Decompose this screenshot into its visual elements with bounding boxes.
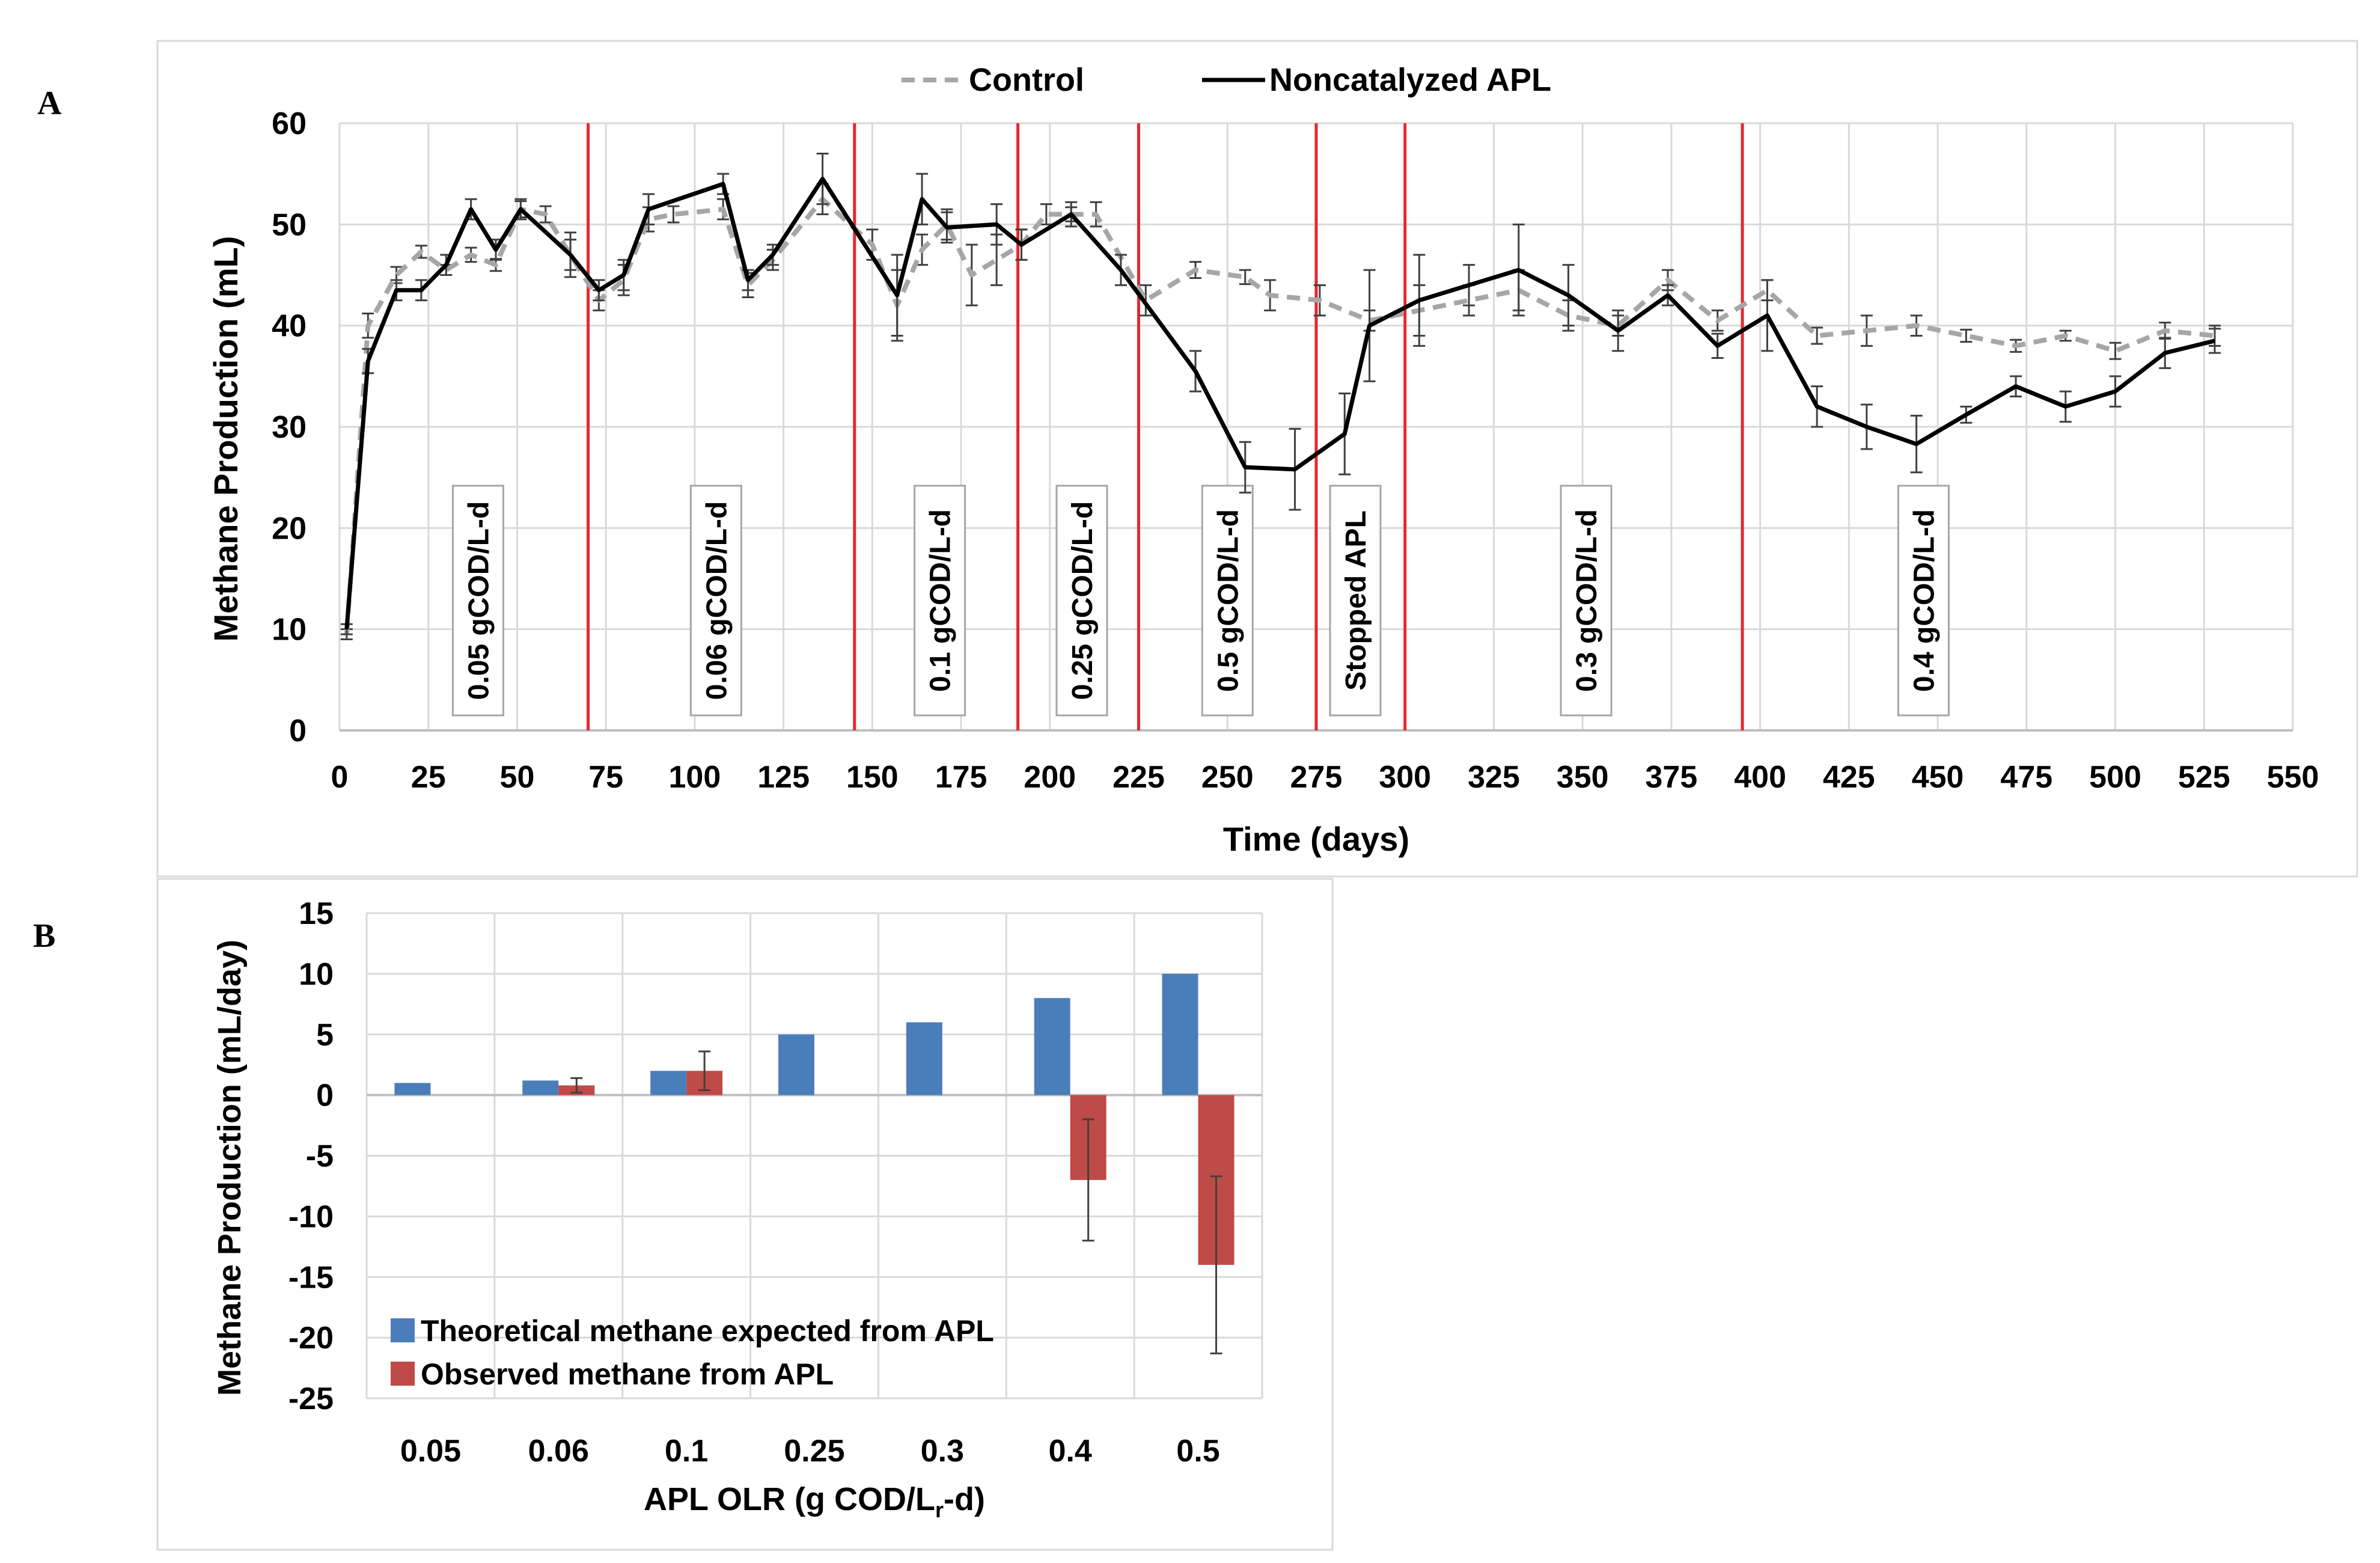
y-tick-label: 5	[316, 1018, 334, 1053]
phase-label-box	[1560, 485, 1613, 717]
phase-label: 0.05 gCOD/L-d	[463, 501, 495, 700]
x-tick-label: 225	[1112, 760, 1165, 795]
y-tick-label: 50	[272, 207, 307, 242]
theoretical-bar	[522, 1080, 559, 1095]
x-tick-label: 350	[1557, 760, 1609, 795]
y-tick-label: 40	[272, 309, 307, 344]
y-tick-label: 20	[272, 511, 307, 546]
x-tick-label: 175	[935, 760, 987, 795]
phase-label: 0.5 gCOD/L-d	[1212, 509, 1244, 692]
phase-label: 0.25 gCOD/L-d	[1067, 501, 1099, 700]
phase-label-box	[1055, 485, 1108, 717]
y-tick-label: -25	[288, 1381, 334, 1416]
panel-a-label: A	[37, 85, 62, 122]
x-axis-title-subscript: r	[935, 1497, 944, 1522]
legend-label: Theoretical methane expected from APL	[421, 1314, 994, 1348]
x-axis-title-tail: -d)	[944, 1481, 985, 1517]
x-tick-label: 400	[1734, 760, 1786, 795]
x-tick-label: 550	[2267, 760, 2319, 795]
x-axis-title-main: APL OLR (g COD/L	[644, 1481, 935, 1517]
phase-label-box	[1897, 485, 1950, 717]
theoretical-bar	[394, 1083, 431, 1095]
phase-label: Stopped APL	[1340, 510, 1372, 691]
x-tick-label: 0.3	[921, 1434, 964, 1469]
phase-label-box	[451, 485, 504, 717]
y-tick-label: 10	[299, 957, 334, 992]
x-tick-label: 0.5	[1176, 1434, 1219, 1469]
phase-label: 0.4 gCOD/L-d	[1908, 509, 1940, 692]
legend-label: Control	[969, 62, 1084, 98]
x-tick-label: 525	[2178, 760, 2230, 795]
panel-a-frame	[156, 40, 2358, 878]
y-tick-label: -15	[288, 1260, 334, 1295]
x-tick-label: 325	[1468, 760, 1520, 795]
x-tick-label: 0.4	[1049, 1434, 1092, 1469]
y-tick-label: 0	[316, 1078, 334, 1113]
chart-b: 15 10 5 0 -5 -10 -15 -20 -25 0.05 0.06 0.1 0.25 0.3 0.…	[156, 878, 1334, 1551]
chart-a: 0 25 50 75 100 125 150 175 200 225 250 275 300 325 350…	[156, 40, 2358, 878]
x-tick-label: 425	[1823, 760, 1875, 795]
x-tick-label: 150	[846, 760, 899, 795]
x-tick-label: 0	[331, 760, 349, 795]
y-tick-label: 0	[289, 714, 307, 748]
x-tick-label: 200	[1024, 760, 1076, 795]
phase-label-box	[689, 485, 742, 717]
x-tick-label: 375	[1646, 760, 1698, 795]
legend-label: Noncatalyzed APL	[1269, 62, 1551, 98]
legend-swatch	[391, 1362, 415, 1386]
x-tick-label: 475	[2000, 760, 2052, 795]
y-tick-label: -20	[288, 1321, 334, 1356]
phase-label: 0.1 gCOD/L-d	[925, 509, 957, 692]
x-tick-label: 0.06	[528, 1434, 589, 1469]
x-tick-label: 450	[1912, 760, 1964, 795]
apl-series-line	[344, 177, 2215, 629]
theoretical-bar	[1034, 998, 1070, 1095]
x-tick-label: 0.05	[400, 1434, 461, 1469]
theoretical-bar	[650, 1071, 687, 1095]
x-tick-label: 75	[588, 760, 623, 795]
x-tick-label: 500	[2089, 760, 2141, 795]
y-tick-label: 30	[272, 410, 307, 445]
phase-label-box	[1329, 485, 1382, 717]
x-tick-label: 0.25	[784, 1434, 844, 1469]
phase-label-box	[914, 485, 966, 717]
x-tick-label: 0.1	[665, 1434, 708, 1469]
x-tick-label: 125	[757, 760, 810, 795]
x-tick-label: 100	[669, 760, 721, 795]
y-axis-title: Methane Production (mL)	[207, 236, 245, 641]
theoretical-bar	[778, 1034, 814, 1095]
y-tick-label: 60	[272, 106, 307, 141]
x-tick-label: 250	[1201, 760, 1254, 795]
phase-label-box	[1201, 485, 1254, 717]
y-tick-label: 10	[272, 613, 307, 647]
phase-label: 0.3 gCOD/L-d	[1571, 509, 1603, 692]
legend-swatch	[391, 1318, 415, 1342]
x-tick-label: 300	[1379, 760, 1431, 795]
phase-label: 0.06 gCOD/L-d	[701, 501, 733, 700]
x-axis-title: APL OLR (g COD/Lr-d)	[644, 1481, 985, 1522]
y-tick-label: 15	[299, 896, 334, 931]
panel-b-label: B	[33, 917, 55, 955]
theoretical-bar	[906, 1022, 942, 1095]
x-axis-title: Time (days)	[1223, 820, 1409, 858]
legend-label: Observed methane from APL	[421, 1357, 834, 1391]
y-tick-label: -5	[306, 1139, 334, 1174]
x-tick-label: 50	[500, 760, 535, 795]
control-series-line	[344, 197, 2215, 635]
x-tick-label: 25	[411, 760, 446, 795]
panel-b-frame	[156, 878, 1334, 1551]
y-axis-title: Methane Production (mL/day)	[212, 940, 248, 1396]
y-tick-label: -10	[288, 1199, 334, 1234]
theoretical-bar	[1162, 973, 1198, 1095]
x-tick-label: 275	[1290, 760, 1343, 795]
